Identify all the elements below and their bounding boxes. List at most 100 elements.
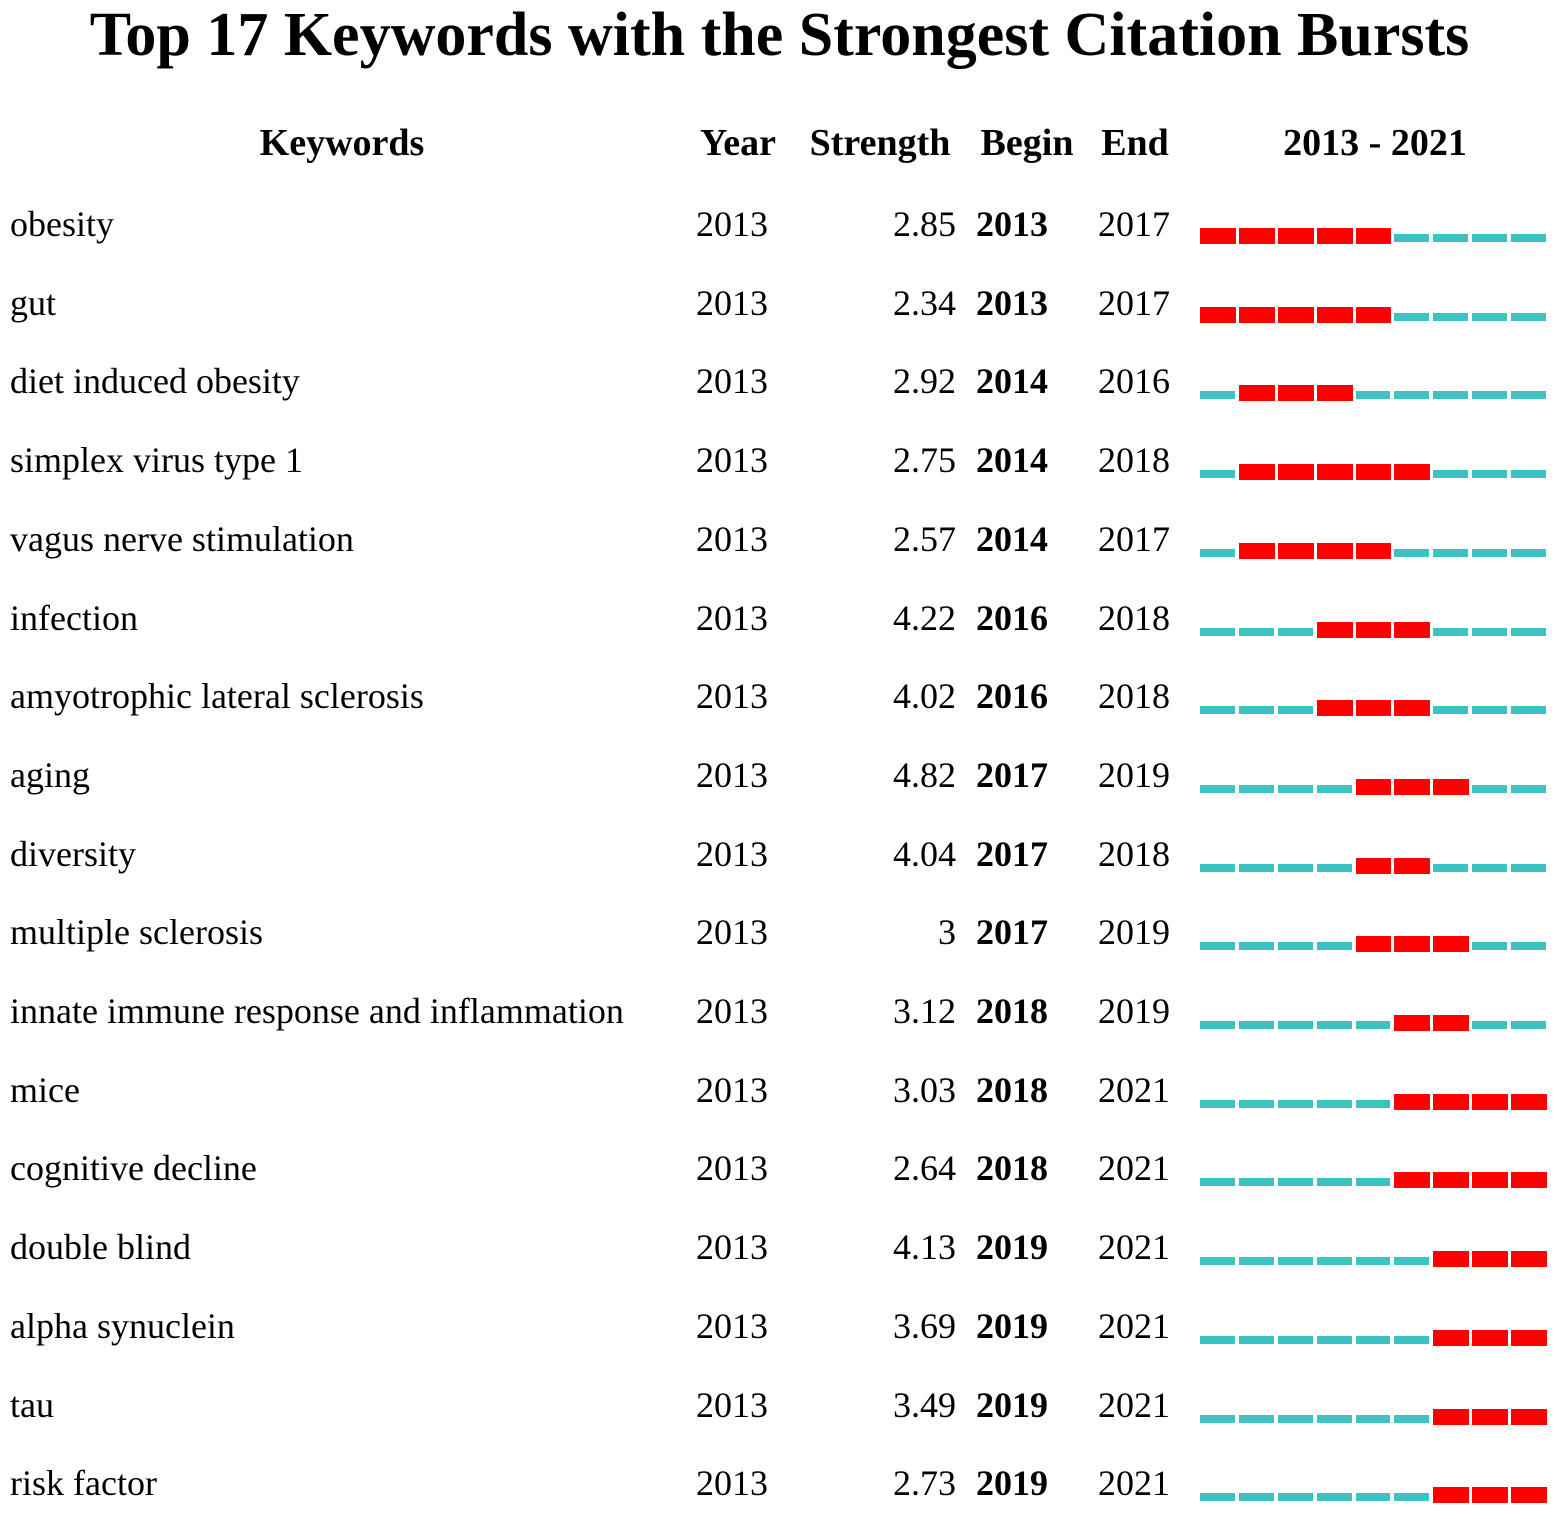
burst-segment	[1433, 1251, 1470, 1268]
burst-segment	[1277, 306, 1314, 323]
baseline-segment	[1200, 1099, 1235, 1108]
baseline-segment	[1472, 391, 1508, 400]
burst-segment	[1277, 385, 1314, 402]
burst-segment	[1394, 778, 1431, 795]
end-cell: 2021	[1098, 1305, 1170, 1346]
burst-timeline	[1200, 1251, 1550, 1268]
year-cell: 2013	[696, 1227, 768, 1268]
burst-timeline	[1200, 228, 1550, 244]
burst-segment	[1511, 1172, 1547, 1189]
baseline-segment	[1277, 1414, 1313, 1423]
year-cell: 2013	[696, 518, 768, 559]
baseline-segment	[1511, 312, 1546, 321]
baseline-segment	[1200, 942, 1235, 951]
table-row: cognitive decline 2013 2.64 2018 2021	[0, 1144, 1559, 1204]
header-year: Year	[700, 122, 776, 164]
year-cell: 2013	[696, 361, 768, 402]
year-cell: 2013	[696, 676, 768, 717]
baseline-segment	[1200, 1178, 1235, 1187]
end-cell: 2018	[1098, 597, 1170, 638]
burst-timeline	[1200, 936, 1550, 953]
keyword-cell: gut	[10, 282, 57, 323]
burst-segment	[1238, 542, 1275, 559]
baseline-segment	[1277, 1257, 1313, 1266]
strength-cell: 2.85	[893, 204, 956, 244]
baseline-segment	[1200, 548, 1235, 557]
end-cell: 2019	[1098, 754, 1170, 795]
keyword-cell: vagus nerve stimulation	[10, 518, 354, 559]
year-cell: 2013	[696, 440, 768, 481]
strength-cell: 4.13	[893, 1227, 956, 1268]
baseline-segment	[1316, 1335, 1352, 1344]
begin-cell: 2016	[976, 676, 1048, 717]
begin-cell: 2013	[976, 282, 1048, 323]
table-row: diversity 2013 4.04 2017 2018	[0, 830, 1559, 890]
baseline-segment	[1355, 1021, 1391, 1029]
strength-cell: 4.82	[893, 754, 956, 795]
begin-cell: 2017	[976, 833, 1048, 874]
burst-segment	[1472, 1093, 1509, 1110]
baseline-segment	[1238, 942, 1274, 951]
end-cell: 2017	[1098, 204, 1170, 244]
year-cell: 2013	[696, 1148, 768, 1189]
baseline-segment	[1472, 312, 1508, 321]
burst-segment	[1316, 621, 1353, 638]
burst-segment	[1472, 1487, 1509, 1504]
baseline-segment	[1511, 1021, 1546, 1029]
baseline-segment	[1472, 863, 1508, 872]
baseline-segment	[1200, 627, 1235, 636]
strength-cell: 2.34	[893, 282, 956, 323]
keyword-cell: obesity	[10, 204, 114, 244]
begin-cell: 2018	[976, 991, 1048, 1031]
begin-cell: 2018	[976, 1069, 1048, 1110]
chart-title: Top 17 Keywords with the Strongest Citat…	[89, 1, 1470, 69]
burst-timeline	[1200, 1093, 1550, 1110]
burst-segment	[1355, 700, 1392, 717]
baseline-segment	[1200, 784, 1235, 793]
burst-segment	[1394, 857, 1431, 874]
burst-segment	[1200, 306, 1236, 323]
burst-segment	[1394, 1172, 1431, 1189]
strength-cell: 3.03	[893, 1069, 956, 1110]
burst-segment	[1472, 1329, 1509, 1346]
baseline-segment	[1200, 391, 1235, 400]
table-row: mice 2013 3.03 2018 2021	[0, 1066, 1559, 1126]
baseline-segment	[1394, 1257, 1430, 1266]
burst-segment	[1355, 306, 1392, 323]
baseline-segment	[1355, 391, 1391, 400]
keyword-cell: alpha synuclein	[10, 1305, 235, 1346]
year-cell: 2013	[696, 1463, 768, 1504]
burst-segment	[1433, 1172, 1470, 1189]
baseline-segment	[1433, 312, 1469, 321]
burst-timeline	[1200, 700, 1550, 717]
baseline-segment	[1472, 470, 1508, 479]
header-begin: Begin	[980, 122, 1074, 164]
keyword-cell: tau	[10, 1384, 54, 1425]
strength-cell: 2.64	[893, 1148, 956, 1189]
baseline-segment	[1277, 942, 1313, 951]
baseline-segment	[1433, 706, 1469, 715]
table-row: innate immune response and inflammation 2…	[0, 987, 1559, 1047]
baseline-segment	[1277, 1493, 1313, 1502]
begin-cell: 2017	[976, 912, 1048, 953]
strength-cell: 2.75	[893, 440, 956, 481]
end-cell: 2016	[1098, 361, 1170, 402]
baseline-segment	[1472, 706, 1508, 715]
table-row: multiple sclerosis 2013 3 2017 2019	[0, 908, 1559, 968]
strength-cell: 4.04	[893, 833, 956, 874]
baseline-segment	[1277, 706, 1313, 715]
baseline-segment	[1200, 706, 1235, 715]
begin-cell: 2014	[976, 361, 1048, 402]
baseline-segment	[1200, 1021, 1235, 1029]
year-cell: 2013	[696, 282, 768, 323]
keyword-cell: risk factor	[10, 1463, 157, 1504]
begin-cell: 2013	[976, 204, 1048, 244]
baseline-segment	[1394, 312, 1430, 321]
burst-segment	[1511, 1329, 1547, 1346]
baseline-segment	[1355, 1493, 1391, 1502]
begin-cell: 2018	[976, 1148, 1048, 1189]
baseline-segment	[1238, 1021, 1274, 1029]
strength-cell: 4.02	[893, 676, 956, 717]
strength-cell: 3.69	[893, 1305, 956, 1346]
burst-segment	[1394, 464, 1431, 481]
